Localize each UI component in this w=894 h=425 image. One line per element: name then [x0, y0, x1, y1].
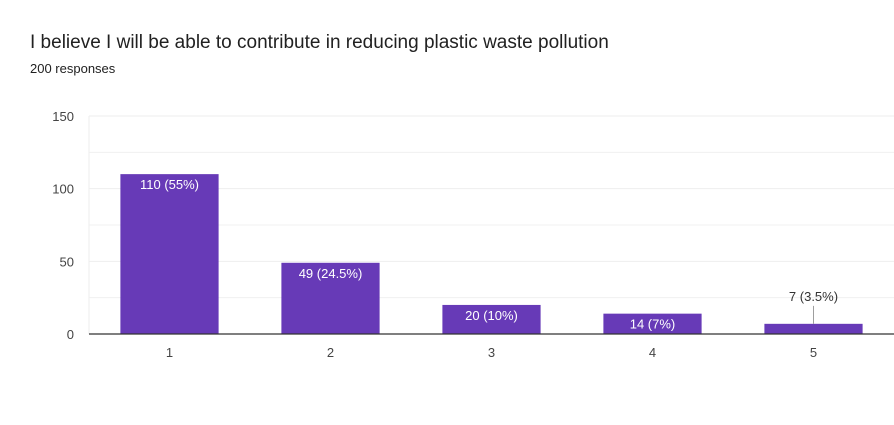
x-tick-label: 2: [327, 345, 334, 360]
y-tick-label: 0: [67, 327, 74, 342]
bar: [120, 174, 219, 334]
y-tick-label: 150: [52, 109, 74, 124]
bar: [603, 313, 702, 334]
gridlines: [88, 115, 894, 334]
data-label: 14 (7%): [630, 317, 676, 332]
bar: [764, 323, 863, 334]
data-label: 110 (55%): [140, 177, 199, 192]
x-axis-ticks: 1 2 3 4 5: [166, 345, 817, 360]
response-count: 200 responses: [30, 61, 116, 76]
x-tick-label: 1: [166, 345, 173, 360]
bars: 110 (55%) 49 (24.5%) 20 (10%) 14 (7%) 7 (3.5…: [120, 174, 863, 334]
x-tick-label: 5: [810, 345, 817, 360]
question-title: I believe I will be able to contribute i…: [30, 32, 609, 53]
y-tick-label: 50: [60, 254, 74, 269]
bar: [442, 304, 541, 334]
data-label: 7 (3.5%): [789, 289, 838, 304]
bar: [281, 262, 380, 334]
x-tick-label: 3: [488, 345, 495, 360]
data-label: 20 (10%): [465, 308, 518, 323]
y-tick-label: 100: [52, 182, 74, 197]
x-tick-label: 4: [649, 345, 656, 360]
data-label: 49 (24.5%): [299, 266, 363, 281]
y-axis-ticks: 0 50 100 150: [52, 109, 74, 342]
